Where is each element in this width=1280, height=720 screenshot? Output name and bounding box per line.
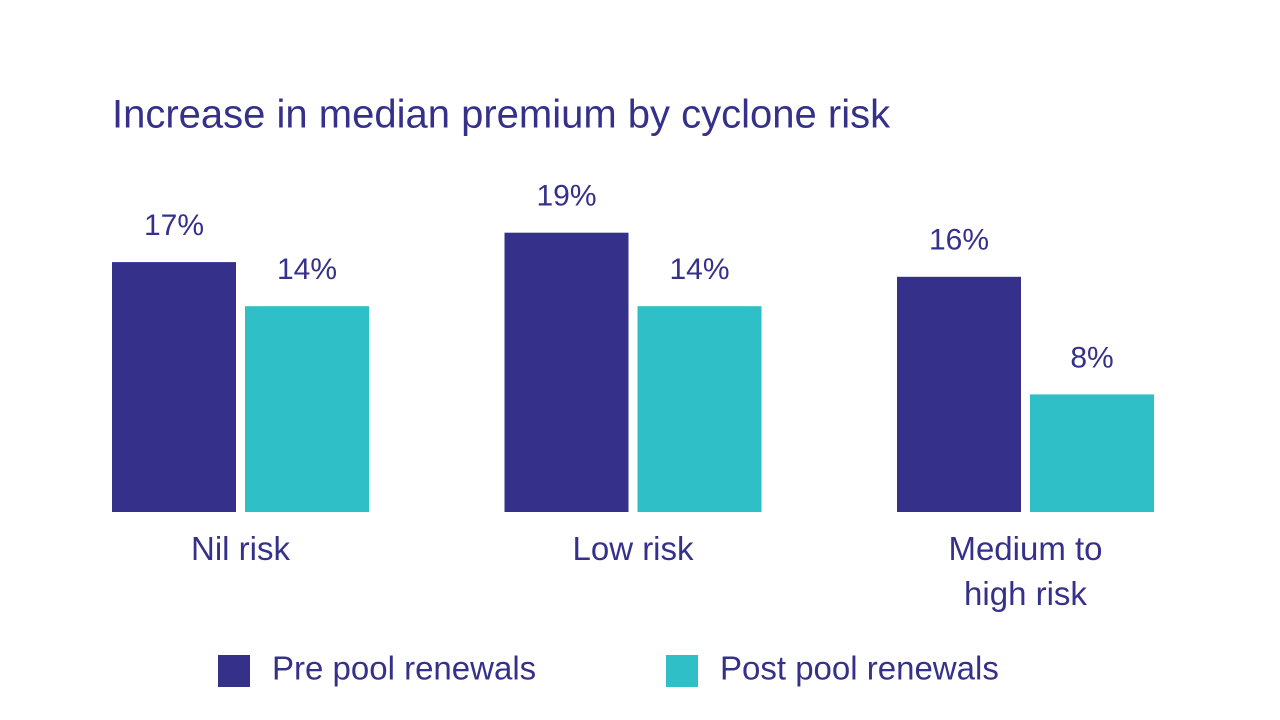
legend-label: Pre pool renewals [272, 650, 536, 687]
category-label: Nil risk [191, 530, 290, 567]
bar [897, 276, 1021, 512]
value-label: 16% [929, 224, 989, 257]
legend-swatch [218, 655, 250, 687]
bar [245, 306, 369, 512]
value-label: 17% [144, 209, 204, 242]
category-label: Medium to high risk [948, 530, 1103, 612]
bar [637, 306, 762, 512]
bar [1030, 394, 1154, 512]
value-label: 14% [277, 253, 337, 286]
bar [112, 262, 236, 512]
legend-label: Post pool renewals [720, 650, 999, 687]
category-label: Low risk [572, 530, 694, 567]
bar [504, 232, 629, 512]
value-label: 8% [1070, 341, 1113, 374]
legend-swatch [666, 655, 698, 687]
value-label: 19% [536, 180, 596, 213]
chart-title: Increase in median premium by cyclone ri… [112, 93, 891, 137]
value-label: 14% [669, 253, 729, 286]
